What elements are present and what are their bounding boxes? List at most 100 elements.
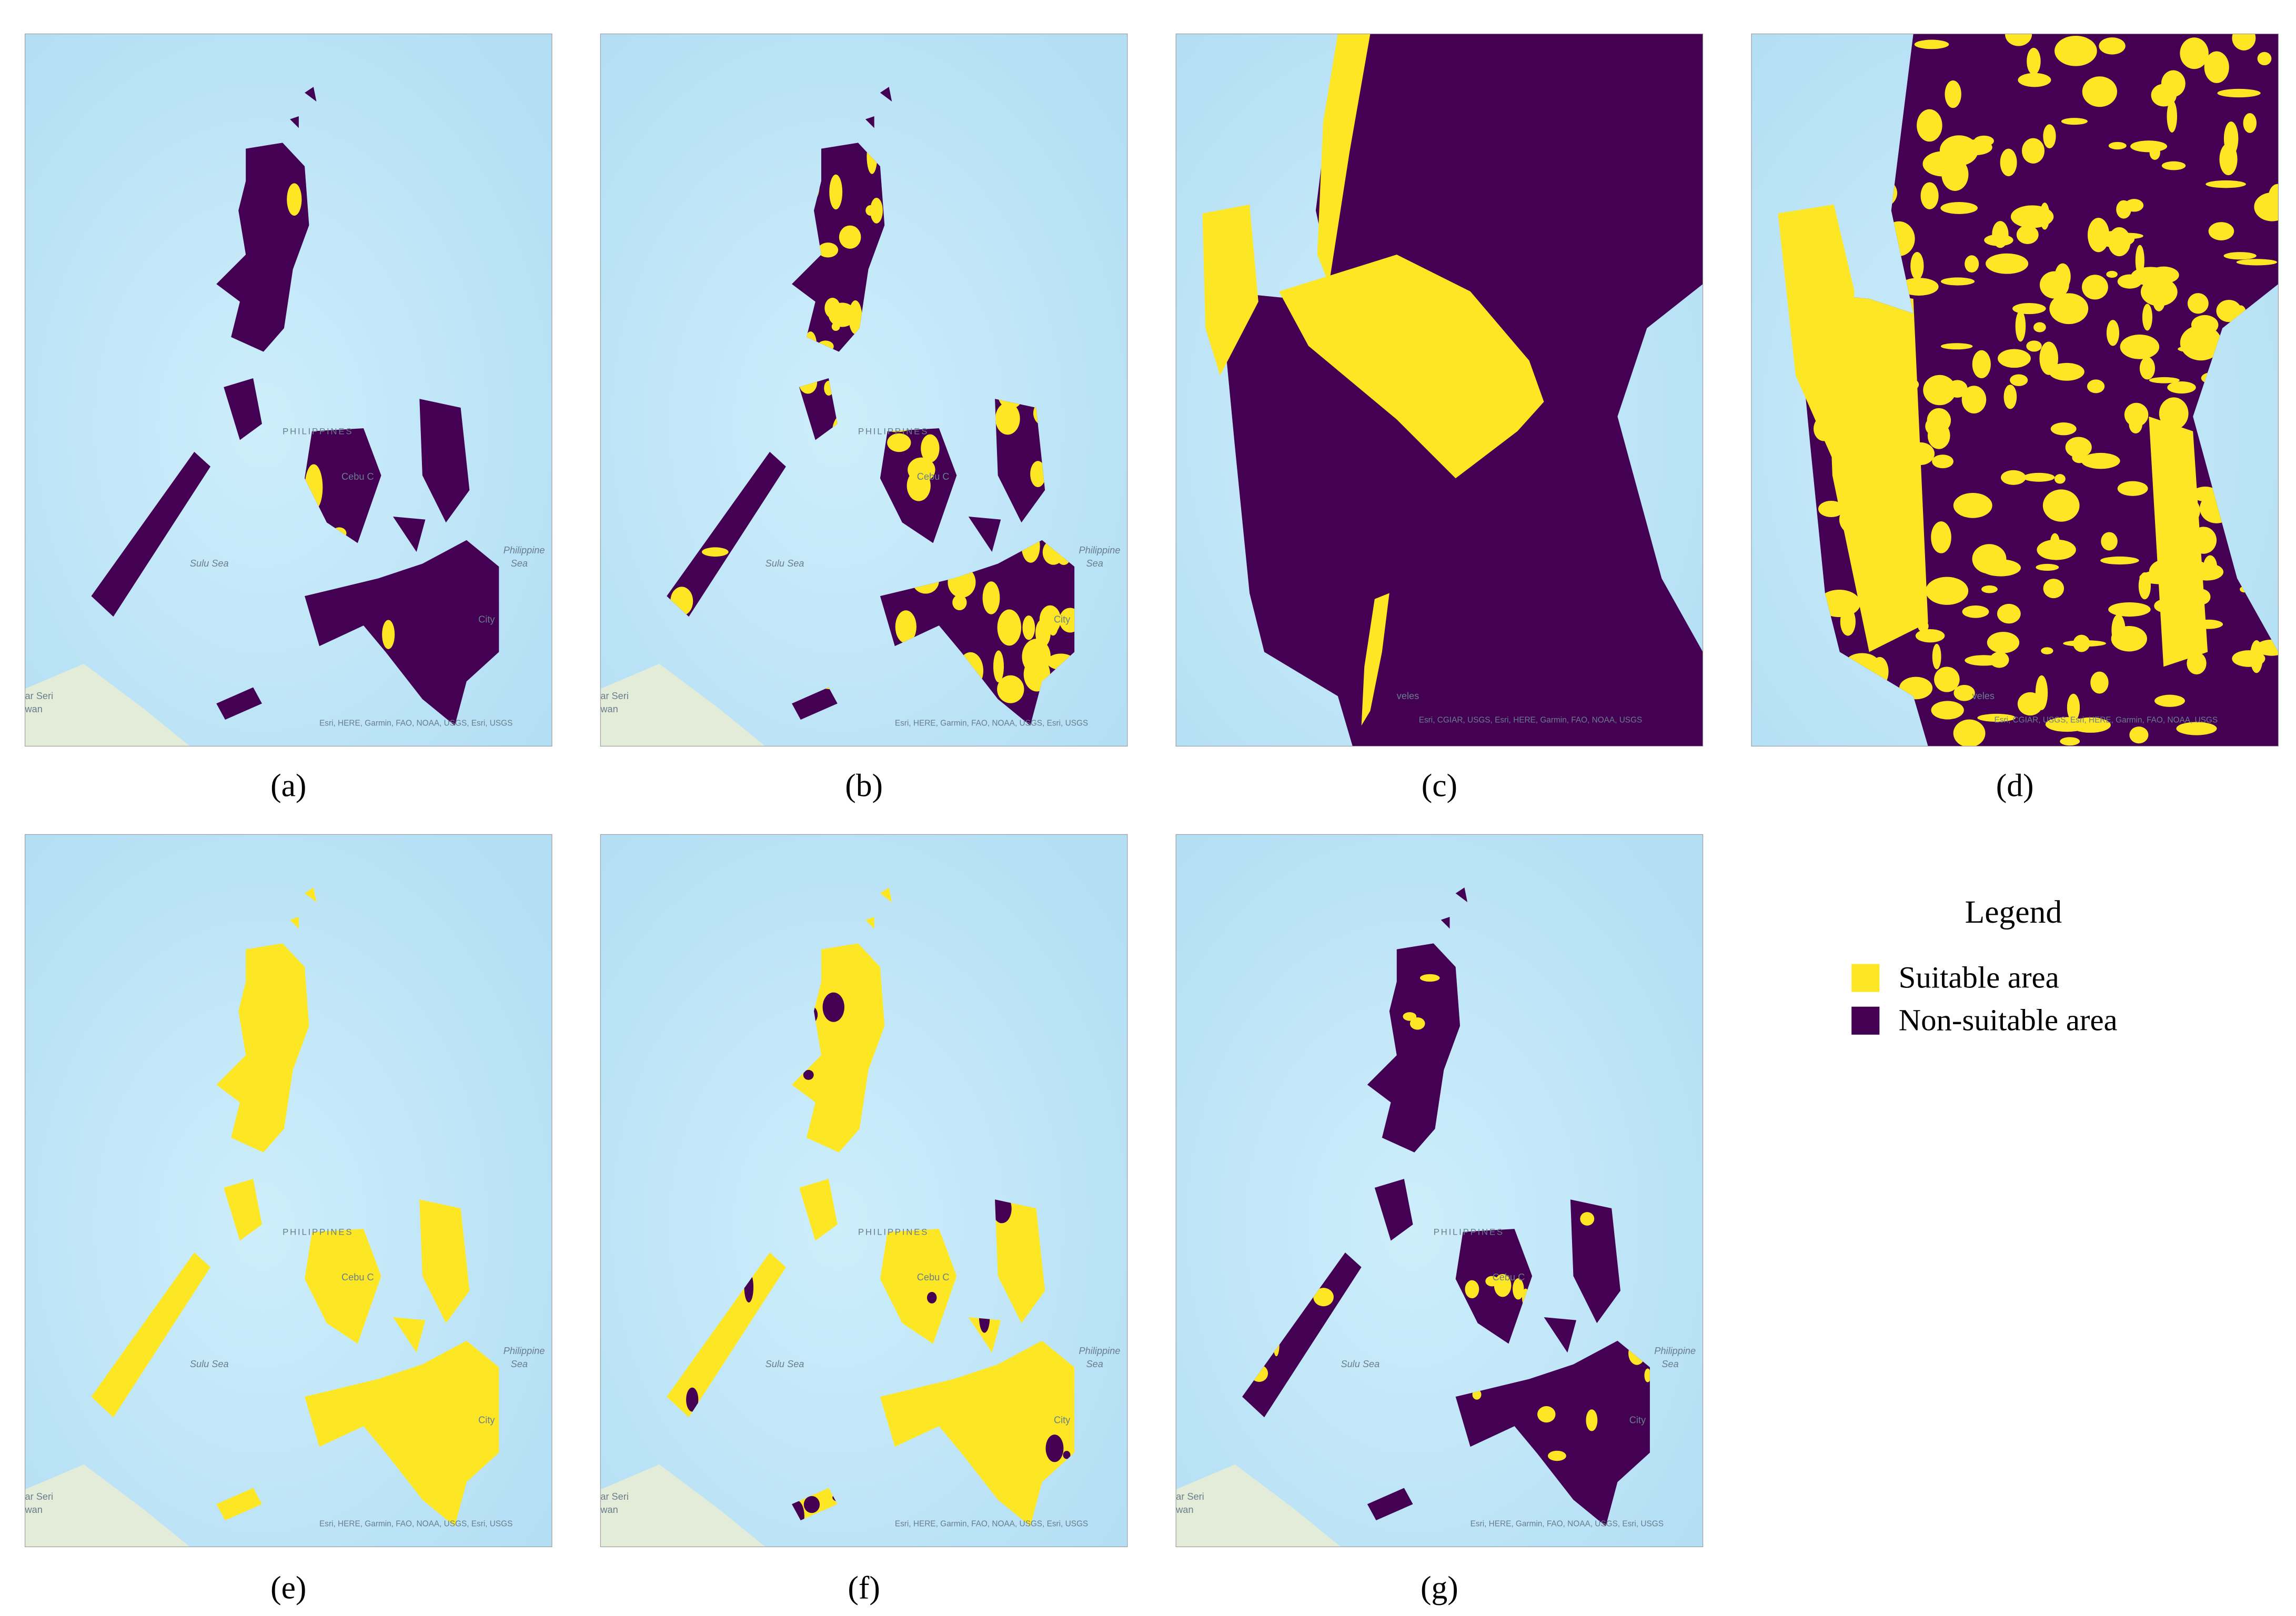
place-label: Sea (1086, 558, 1103, 569)
suitability-patch (803, 1496, 820, 1513)
place-label: Sea (511, 1359, 528, 1369)
island (216, 143, 309, 352)
suitability-patch (2081, 452, 2120, 469)
suitability-patch (1313, 1288, 1334, 1307)
suitability-patch (1923, 375, 1956, 406)
suitability-patch (1035, 619, 1051, 647)
suitability-patch (2257, 52, 2272, 66)
suitability-patch (2081, 275, 2108, 300)
suitability-patch (2116, 200, 2131, 219)
suitability-patch (686, 1387, 699, 1412)
suitability-patch (1931, 701, 1964, 720)
suitability-patch (1494, 1274, 1512, 1297)
suitability-patch (895, 610, 917, 643)
suitability-patch (1962, 605, 1989, 618)
island (216, 687, 262, 720)
place-label: PHILIPPINES (858, 1227, 929, 1237)
place-label: Philippine (1079, 1346, 1121, 1356)
suitability-patch (1965, 255, 1979, 273)
island (792, 943, 885, 1153)
legend-title: Legend (1965, 894, 2062, 930)
suitability-patch (2129, 415, 2143, 434)
suitability-patch (2087, 218, 2110, 252)
suitability-patch (1022, 615, 1035, 640)
suitability-patch (2130, 140, 2168, 153)
suitability-patch (1927, 422, 1950, 449)
place-label: Sulu Sea (190, 1359, 229, 1369)
suitability-patch (2061, 118, 2088, 125)
suitability-patch (1934, 666, 1960, 692)
suitability-patch (2217, 88, 2261, 98)
suitability-patch (2065, 437, 2092, 458)
suitability-patch (2149, 377, 2180, 383)
suitability-patch (2108, 142, 2127, 150)
place-label: Sulu Sea (1341, 1359, 1379, 1369)
suitability-patch (1513, 1278, 1524, 1300)
borneo (25, 1464, 190, 1547)
place-label: City (1054, 1415, 1071, 1425)
suitability-patch (2203, 555, 2218, 580)
island (224, 1179, 262, 1241)
suitability-patch (2055, 35, 2097, 66)
legend-swatch (1851, 964, 1880, 992)
map-panel: veles Esri, CGIAR, USGS, Esri, HERE, Garm… (1751, 34, 2279, 746)
suitability-patch (2167, 381, 2196, 394)
suitability-patch (1931, 521, 1951, 553)
legend: Legend Suitable area Non-suitable area (1851, 894, 2118, 1037)
suitability-patch (927, 1291, 937, 1304)
suitability-patch (2005, 34, 2032, 46)
panel-label: (a) (270, 768, 306, 804)
suitability-patch (2236, 259, 2278, 266)
suitability-patch (1840, 608, 1856, 636)
suitability-patch (982, 581, 1000, 614)
island (1570, 1199, 1620, 1324)
suitability-patch (2017, 692, 2043, 716)
suitability-patch (1977, 713, 2016, 722)
suitability-patch (993, 650, 1004, 683)
place-label: Philippine (503, 1346, 545, 1356)
island (392, 1317, 426, 1353)
suitability-patch (1920, 182, 1939, 209)
suitability-patch (2016, 225, 2039, 245)
suitability-patch (2026, 340, 2042, 352)
place-label: Cebu C (917, 471, 950, 482)
suitability-patch (2268, 184, 2279, 210)
island (667, 451, 786, 617)
suitability-patch (952, 594, 967, 611)
panel-label: (e) (270, 1570, 306, 1605)
borneo (25, 663, 190, 746)
suitability-patch (1914, 39, 1949, 49)
island (1455, 1229, 1533, 1344)
island (880, 1229, 957, 1344)
suitability-patch (1984, 234, 2013, 246)
island (1367, 943, 1461, 1153)
place-label: City (1054, 614, 1071, 624)
suitability-patch (1940, 277, 1975, 286)
suitability-patch (2159, 397, 2189, 430)
suitability-patch (2045, 717, 2088, 732)
island (91, 451, 211, 617)
suitability-patch (2049, 362, 2084, 381)
suitability-patch (1818, 500, 1845, 518)
suitability-patch (824, 298, 841, 318)
suitability-patch (2187, 293, 2209, 314)
suitability-patch (1644, 1368, 1650, 1382)
panel-border (600, 834, 1128, 1548)
island (305, 1340, 499, 1527)
suitability-patch (2204, 51, 2229, 83)
suitability-patch (1989, 652, 2009, 668)
suitability-patch (2167, 100, 2177, 133)
island (792, 143, 885, 352)
suitability-patch (2108, 227, 2131, 257)
suitability-patch (2036, 563, 2059, 571)
suitability-patch (822, 992, 844, 1022)
suitability-patch (849, 300, 862, 335)
suitability-patch (1945, 80, 1961, 108)
suitability-patch (2015, 310, 2026, 342)
island (305, 87, 317, 102)
suitability-patch (2206, 180, 2246, 188)
place-label: Cebu C (341, 471, 374, 482)
suitability-patch (870, 197, 883, 224)
